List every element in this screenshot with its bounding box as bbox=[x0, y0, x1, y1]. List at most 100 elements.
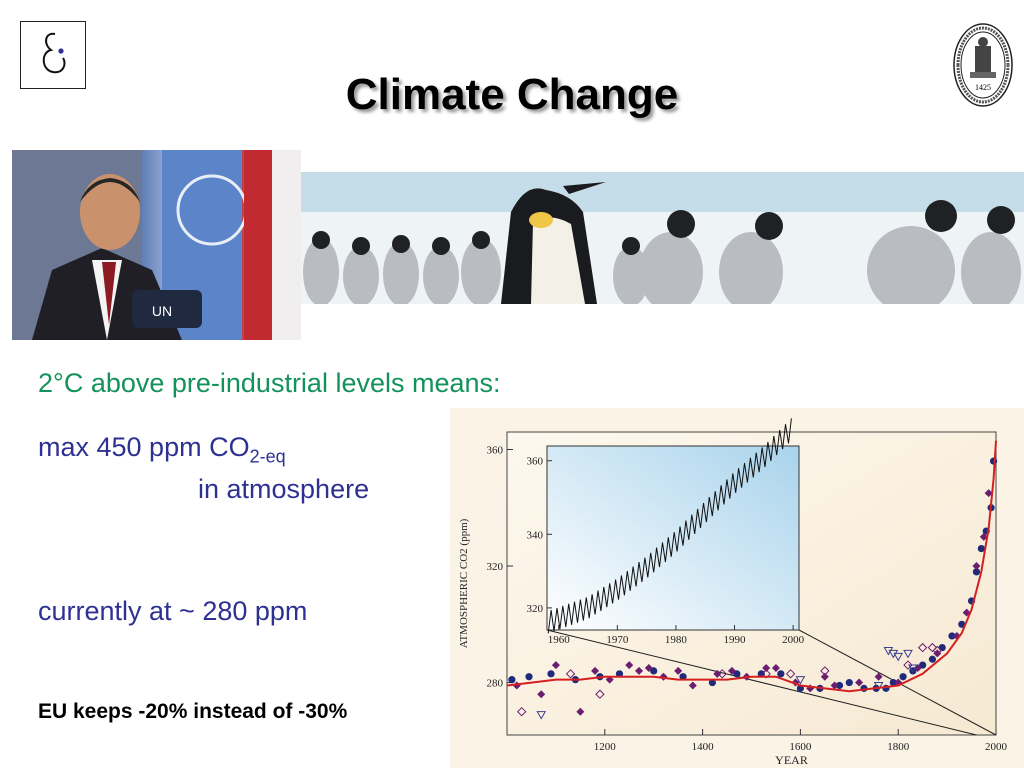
data-point-diamond bbox=[688, 681, 697, 690]
co2-subscript: 2-eq bbox=[249, 446, 286, 467]
data-point-triangle bbox=[795, 676, 806, 685]
inset-y-tick-label: 360 bbox=[527, 456, 544, 468]
data-point-triangle bbox=[888, 649, 899, 659]
university-seal: 1425 bbox=[952, 22, 1014, 108]
data-point-open-diamond bbox=[595, 689, 605, 699]
data-point-dot bbox=[679, 673, 687, 681]
x-tick-label: 1600 bbox=[789, 741, 812, 753]
data-point-open-diamond bbox=[927, 642, 938, 653]
data-point-dot bbox=[508, 676, 516, 684]
inset-x-tick-label: 1980 bbox=[665, 634, 688, 646]
data-point-open-diamond bbox=[820, 666, 830, 676]
institution-logo bbox=[20, 21, 86, 89]
data-point-dot bbox=[889, 678, 897, 687]
data-point-dot bbox=[757, 670, 765, 678]
inset-x-tick-label: 1970 bbox=[606, 634, 629, 646]
data-point-diamond bbox=[952, 631, 961, 640]
data-point-diamond bbox=[979, 532, 988, 541]
data-point-open-diamond bbox=[785, 669, 796, 679]
data-point-diamond bbox=[674, 666, 683, 675]
data-point-dot bbox=[938, 643, 946, 652]
max-ppm-line: max 450 ppm CO2-eq bbox=[38, 432, 286, 467]
data-point-diamond bbox=[635, 666, 644, 675]
data-point-triangle bbox=[903, 649, 913, 659]
data-point-open-diamond bbox=[903, 660, 913, 670]
data-point-diamond bbox=[771, 663, 780, 672]
data-point-diamond bbox=[551, 661, 560, 670]
data-point-dot bbox=[733, 670, 741, 678]
inset-x-tick-label: 1960 bbox=[548, 634, 571, 646]
data-point-diamond bbox=[820, 672, 829, 681]
data-point-dot bbox=[899, 673, 907, 681]
data-point-dot bbox=[650, 667, 658, 675]
data-point-triangle bbox=[893, 652, 904, 662]
data-point-dot bbox=[928, 655, 937, 663]
inset-x-tick-label: 1990 bbox=[724, 634, 747, 646]
x-axis-label: YEAR bbox=[775, 753, 808, 767]
data-point-diamond bbox=[933, 649, 942, 658]
data-point-diamond bbox=[727, 666, 736, 675]
data-point-diamond bbox=[874, 672, 883, 681]
data-point-dot bbox=[919, 661, 927, 669]
seal-year: 1425 bbox=[975, 83, 991, 92]
max-ppm-prefix: max 450 ppm CO bbox=[38, 432, 250, 462]
data-point-dot bbox=[977, 544, 985, 553]
current-ppm-line: currently at ~ 280 ppm bbox=[38, 596, 308, 626]
data-point-diamond bbox=[913, 663, 922, 672]
data-point-triangle bbox=[883, 647, 894, 656]
y-tick-label: 320 bbox=[487, 561, 504, 573]
x-tick-label: 1800 bbox=[887, 741, 910, 753]
data-point-dot bbox=[972, 568, 981, 576]
data-point-diamond bbox=[972, 562, 981, 571]
data-point-diamond bbox=[984, 489, 993, 498]
data-point-dot bbox=[777, 670, 785, 678]
data-point-diamond bbox=[644, 663, 653, 672]
data-point-dot bbox=[525, 673, 533, 681]
data-point-dot bbox=[835, 681, 844, 690]
co2-chart-svg: 1200 1400 1600 1800 2000 280 320 360 YEAR ATMOSPH… bbox=[450, 408, 1024, 768]
data-point-diamond bbox=[713, 669, 722, 678]
data-point-triangle bbox=[873, 681, 884, 691]
inset-y-tick-label: 340 bbox=[527, 529, 544, 541]
data-point-diamond bbox=[762, 663, 771, 672]
data-point-open-diamond bbox=[761, 669, 771, 679]
data-point-dot bbox=[845, 678, 853, 687]
data-point-dot bbox=[958, 620, 966, 628]
y-tick-label: 360 bbox=[487, 444, 504, 456]
data-point-diamond bbox=[830, 681, 839, 690]
data-point-diamond bbox=[625, 661, 634, 670]
co2-chart: 1200 1400 1600 1800 2000 280 320 360 YEAR ATMOSPH… bbox=[450, 408, 1024, 768]
data-point-diamond bbox=[576, 707, 585, 716]
data-point-dot bbox=[708, 678, 716, 687]
data-point-open-diamond bbox=[565, 669, 576, 679]
mic-label: UN bbox=[152, 303, 172, 319]
speaker-photo: UN bbox=[12, 150, 301, 340]
penguin-photo bbox=[301, 172, 1024, 304]
slide-title: Climate Change bbox=[345, 70, 679, 119]
y-tick-label: 280 bbox=[487, 678, 504, 690]
data-point-diamond bbox=[855, 678, 864, 687]
data-point-diamond bbox=[591, 666, 600, 675]
data-point-open-diamond bbox=[917, 642, 928, 653]
data-point-dot bbox=[615, 670, 624, 678]
data-point-dot bbox=[948, 632, 956, 640]
data-point-open-diamond bbox=[516, 706, 527, 717]
inset-co2-series bbox=[547, 418, 792, 634]
x-tick-label: 1400 bbox=[692, 741, 715, 753]
data-point-diamond bbox=[537, 690, 546, 699]
data-point-open-diamond bbox=[932, 645, 943, 656]
max-ppm-suffix: in atmosphere bbox=[198, 474, 370, 504]
target-statement: 2°C above pre-industrial levels means: bbox=[38, 368, 501, 398]
y-axis-label: ATMOSPHERIC CO2 (ppm) bbox=[458, 518, 470, 648]
trend-line bbox=[506, 440, 997, 693]
data-point-triangle bbox=[536, 711, 547, 720]
inset-x-tick-label: 2000 bbox=[782, 634, 805, 646]
data-point-dot bbox=[547, 670, 555, 678]
zoom-connector bbox=[546, 629, 977, 736]
data-point-diamond bbox=[962, 608, 971, 617]
data-point-triangle bbox=[908, 664, 918, 673]
data-point-open-diamond bbox=[717, 669, 727, 679]
x-tick-label: 1200 bbox=[594, 741, 617, 753]
inset-y-tick-label: 320 bbox=[527, 603, 544, 615]
x-tick-label: 2000 bbox=[985, 741, 1008, 753]
